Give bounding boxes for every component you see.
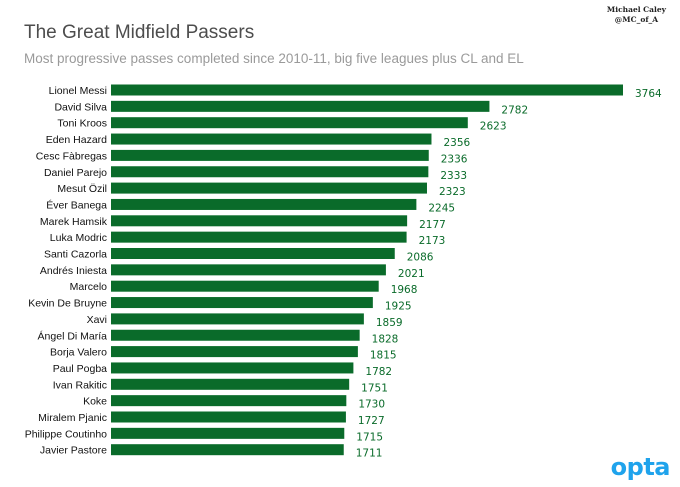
bar: [111, 313, 364, 325]
value-label: 2623: [480, 121, 507, 133]
category-label: Eden Hazard: [46, 134, 107, 146]
value-label: 1751: [361, 382, 388, 394]
category-label: Marek Hamsik: [40, 216, 108, 228]
author-credit: Michael Caley @MC_of_A: [607, 5, 666, 25]
category-label: Santi Cazorla: [44, 249, 107, 261]
category-label: Lionel Messi: [49, 85, 107, 97]
bar: [111, 198, 417, 210]
bar: [111, 231, 407, 243]
bar: [111, 149, 429, 161]
bar: [111, 133, 432, 145]
category-label: Miralem Pjanic: [38, 412, 107, 424]
value-label: 1828: [372, 333, 399, 345]
value-label: 2245: [428, 202, 455, 214]
category-label: Borja Valero: [50, 347, 107, 359]
category-label: Javier Pastore: [40, 445, 107, 457]
category-label: Luka Modric: [50, 232, 107, 244]
value-label: 3764: [635, 88, 662, 100]
category-label: Éver Banega: [46, 198, 107, 211]
value-label: 1815: [370, 350, 397, 362]
category-label: Toni Kroos: [57, 118, 107, 130]
category-label: Marcelo: [70, 281, 108, 293]
bar: [111, 411, 346, 423]
value-label: 1782: [365, 366, 392, 378]
value-label: 1727: [358, 415, 385, 427]
value-label: 1925: [385, 301, 412, 313]
value-label: 2021: [398, 268, 425, 280]
author-handle: @MC_of_A: [614, 15, 659, 24]
category-label: Mesut Özil: [57, 183, 107, 195]
value-label: 1711: [356, 448, 383, 460]
value-label: 1730: [358, 399, 385, 411]
bar: [111, 329, 360, 341]
value-label: 1715: [356, 431, 383, 443]
bar: [111, 444, 344, 456]
bar: [111, 297, 373, 309]
value-label: 2356: [443, 137, 470, 149]
value-label: 2333: [440, 170, 467, 182]
value-label: 1968: [391, 284, 418, 296]
bar: [111, 215, 408, 227]
value-label: 2782: [501, 104, 528, 116]
chart-subtitle: Most progressive passes completed since …: [24, 51, 524, 66]
category-label: Ángel Di María: [38, 329, 108, 342]
value-label: 2323: [439, 186, 466, 198]
category-label: David Silva: [54, 101, 107, 113]
category-label: Cesc Fàbregas: [36, 150, 107, 162]
bar: [111, 100, 490, 112]
bar: [111, 166, 429, 178]
author-name: Michael Caley: [606, 5, 666, 14]
category-label: Ivan Rakitic: [53, 379, 107, 391]
bar: [111, 395, 347, 407]
value-label: 2336: [441, 153, 468, 165]
bar: [111, 248, 395, 259]
value-label: 2173: [419, 235, 446, 247]
chart-title: The Great Midfield Passers: [24, 22, 255, 43]
bar: [111, 362, 354, 374]
category-label: Philippe Coutinho: [25, 428, 107, 440]
category-label: Koke: [83, 396, 107, 408]
bar: [111, 182, 427, 194]
bar: [111, 378, 350, 390]
opta-logo: opta: [610, 453, 671, 481]
bar: [111, 280, 379, 292]
category-label: Kevin De Bruyne: [28, 298, 107, 310]
category-label: Daniel Parejo: [44, 167, 107, 179]
category-label: Andrés Iniesta: [40, 265, 107, 277]
value-label: 1859: [376, 317, 403, 329]
category-label: Paul Pogba: [53, 363, 107, 375]
bar: [111, 346, 358, 358]
bar: [111, 117, 468, 129]
bar: [111, 84, 623, 96]
bar: [111, 427, 345, 439]
value-label: 2177: [419, 219, 446, 231]
value-label: 2086: [407, 252, 434, 264]
bar: [111, 264, 386, 276]
category-label: Xavi: [87, 314, 107, 326]
